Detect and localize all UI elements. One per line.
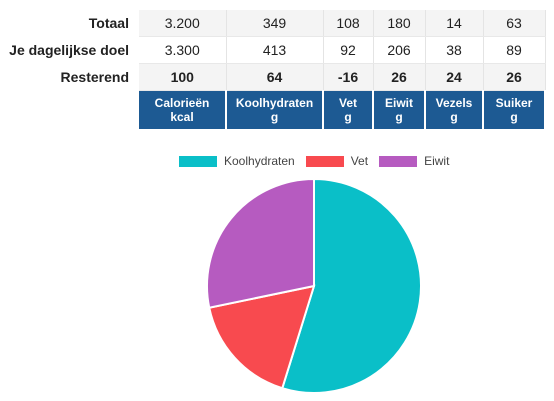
col-unit: kcal (170, 110, 194, 124)
legend-swatch-koolhydraten (179, 155, 217, 167)
legend-item-vet[interactable]: Vet (305, 154, 369, 168)
table-row-dagelijkse-doel: Je dagelijkse doel 3.300 413 92 206 38 8… (0, 36, 546, 64)
table-row-totaal: Totaal 3.200 349 108 180 14 63 (0, 10, 546, 37)
col-name: Vet (338, 96, 357, 110)
resterend-koolhydraten: 64 (226, 63, 324, 91)
col-name: Calorieën (154, 96, 210, 110)
row-label-resterend: Resterend (0, 63, 139, 91)
row-label-dagelijkse-doel: Je dagelijkse doel (0, 36, 139, 64)
col-header-suiker: Suiker g (483, 90, 546, 129)
doel-suiker: 89 (483, 36, 546, 64)
pie-slice-vet[interactable] (208, 284, 316, 390)
legend-label-eiwit: Eiwit (424, 154, 450, 168)
col-unit: g (270, 110, 279, 124)
legend-label-koolhydraten: Koolhydraten (224, 154, 295, 168)
col-name: Koolhydraten (235, 96, 314, 110)
col-name: Eiwit (384, 96, 413, 110)
resterend-eiwit: 26 (373, 63, 426, 91)
resterend-vet: -16 (323, 63, 374, 91)
legend-swatch-eiwit (379, 155, 418, 167)
table-row-resterend: Resterend 100 64 -16 26 24 26 (0, 63, 546, 91)
col-unit: g (450, 110, 458, 124)
col-header-calorieen: Calorieën kcal (139, 90, 227, 129)
doel-koolhydraten: 413 (226, 36, 324, 64)
totaal-suiker: 63 (483, 10, 546, 37)
col-unit: g (395, 110, 403, 124)
resterend-vezels: 24 (425, 63, 484, 91)
resterend-calorieen: 100 (139, 63, 227, 91)
pie-slice-koolhydraten[interactable] (281, 177, 422, 394)
doel-vezels: 38 (425, 36, 484, 64)
doel-vet: 92 (323, 36, 374, 64)
legend-item-koolhydraten[interactable]: Koolhydraten (179, 154, 295, 168)
column-header-row: Calorieën kcal Koolhydraten g Vet g Eiwit g … (0, 90, 546, 129)
col-header-vezels: Vezels g (425, 90, 484, 129)
doel-eiwit: 206 (373, 36, 426, 64)
row-label-totaal: Totaal (0, 10, 139, 37)
col-header-eiwit: Eiwit g (373, 90, 426, 129)
doel-calorieen: 3.300 (139, 36, 227, 64)
nutrition-summary-table: Totaal 3.200 349 108 180 14 63 Je dageli… (0, 10, 546, 129)
col-header-koolhydraten: Koolhydraten g (226, 90, 324, 129)
totaal-eiwit: 180 (373, 10, 426, 37)
legend-item-eiwit[interactable]: Eiwit (379, 154, 449, 168)
col-unit: g (344, 110, 352, 124)
col-name: Vezels (435, 96, 473, 110)
chart-legend: Koolhydraten Vet Eiwit (179, 153, 460, 169)
totaal-calorieen: 3.200 (139, 10, 227, 37)
legend-label-vet: Vet (350, 154, 369, 168)
resterend-suiker: 26 (483, 63, 546, 91)
totaal-vezels: 14 (425, 10, 484, 37)
totaal-koolhydraten: 349 (226, 10, 324, 37)
legend-swatch-vet (305, 155, 344, 167)
totaal-vet: 108 (323, 10, 374, 37)
pie-slice-eiwit[interactable] (206, 177, 315, 309)
col-name: Suiker (495, 96, 533, 110)
col-header-vet: Vet g (323, 90, 374, 129)
col-unit: g (510, 110, 518, 124)
